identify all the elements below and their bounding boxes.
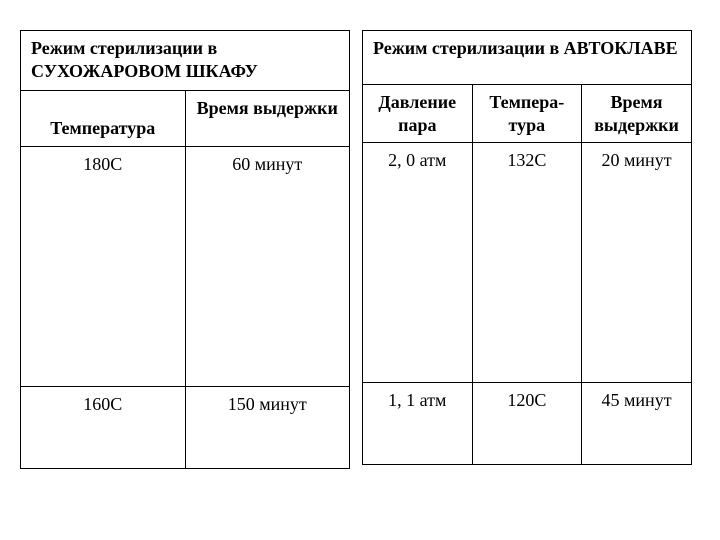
right-panel: Режим стерилизации в АВТОКЛАВЕ Давление … [362, 30, 692, 520]
right-cell-time-0: 20 минут [582, 143, 692, 383]
right-cell-pressure-1: 1, 1 атм [363, 383, 473, 465]
right-cell-temp-1: 120С [472, 383, 582, 465]
right-header-time: Время выдержки [582, 85, 692, 143]
right-title: Режим стерилизации в АВТОКЛАВЕ [362, 30, 692, 84]
left-cell-time-0: 60 минут [185, 146, 350, 386]
right-cell-pressure-0: 2, 0 атм [363, 143, 473, 383]
right-cell-temp-0: 132С [472, 143, 582, 383]
left-cell-time-1: 150 минут [185, 386, 350, 468]
table-row: 180С 60 минут [21, 146, 350, 386]
left-header-row: Температура Время выдержки [21, 90, 350, 146]
left-cell-temp-0: 180С [21, 146, 186, 386]
left-table: Температура Время выдержки 180С 60 минут… [20, 90, 350, 469]
left-title: Режим стерилизации в СУХОЖАРОВОМ ШКАФУ [20, 30, 350, 90]
right-table: Давление пара Темпера-тура Время выдержк… [362, 84, 692, 465]
left-header-temp: Температура [21, 90, 186, 146]
left-header-time: Время выдержки [185, 90, 350, 146]
table-row: 160С 150 минут [21, 386, 350, 468]
table-row: 1, 1 атм 120С 45 минут [363, 383, 692, 465]
left-panel: Режим стерилизации в СУХОЖАРОВОМ ШКАФУ Т… [20, 30, 350, 520]
right-header-temp: Темпера-тура [472, 85, 582, 143]
right-header-pressure: Давление пара [363, 85, 473, 143]
tables-container: Режим стерилизации в СУХОЖАРОВОМ ШКАФУ Т… [20, 30, 700, 520]
table-row: 2, 0 атм 132С 20 минут [363, 143, 692, 383]
right-header-row: Давление пара Темпера-тура Время выдержк… [363, 85, 692, 143]
left-cell-temp-1: 160С [21, 386, 186, 468]
right-cell-time-1: 45 минут [582, 383, 692, 465]
